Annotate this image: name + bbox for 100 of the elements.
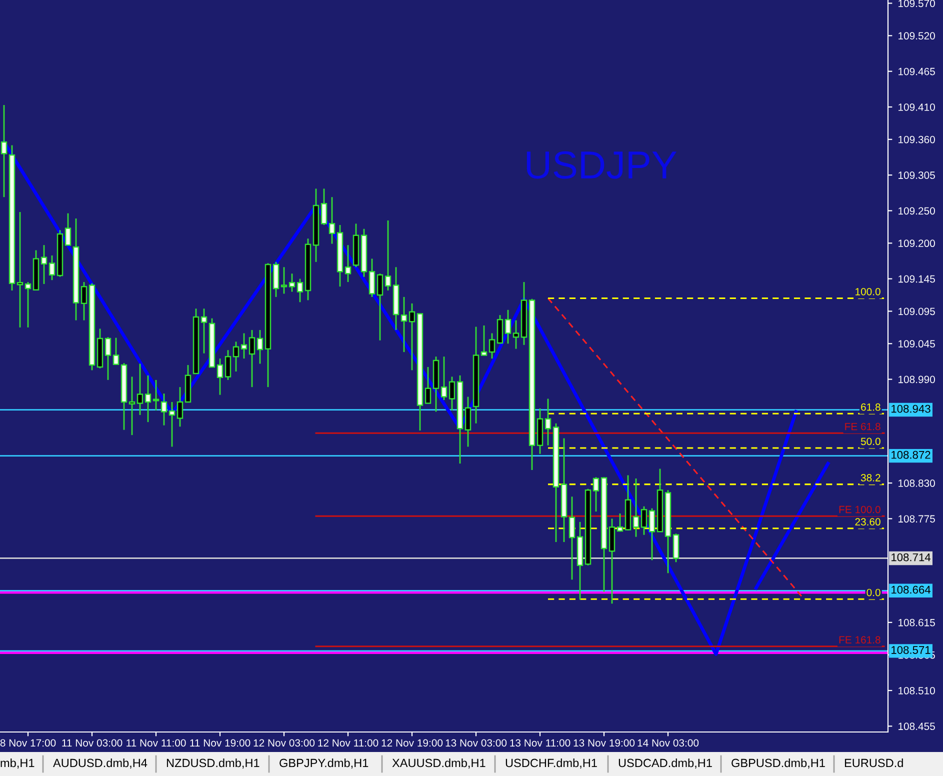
candlestick [608,518,616,604]
text: USDJPY [526,151,676,179]
candlestick [168,401,176,448]
candlestick [504,309,512,344]
y-tick-label: 109.410 [898,103,935,111]
candlestick [0,104,8,198]
candlestick [440,356,448,401]
candlestick [632,478,640,538]
text: GBPUSD.dmb,H1 [732,758,825,769]
candlestick [104,336,112,381]
candlestick [224,349,232,381]
y-tick-label: 109.145 [898,275,935,283]
candlestick [240,332,248,360]
candlestick [200,308,208,354]
x-tick-label: 12 Nov 03:00 [254,739,315,747]
candlestick [544,398,552,446]
series-label: FE 100.0 [839,506,880,514]
candlestick [648,508,656,561]
y-tick-label: 108.510 [898,687,935,694]
text: USDCAD.dmb,H1 [618,758,712,769]
x-tick-label: 12 Nov 11:00 [318,739,378,747]
series-label: 50.0 [860,438,880,446]
y-tick-label: 109.045 [898,340,935,348]
candlestick [136,363,144,416]
text: GBPJPY.dmb,H1 [280,758,368,769]
x-tick-label: 13 Nov 03:00 [446,739,507,747]
series-label: FE 161.8 [839,636,880,644]
x-tick-label: 13 Nov 11:00 [510,739,570,747]
y-tick-label: 109.250 [898,207,935,215]
candlestick [160,392,168,426]
series-label: 23.60 [855,518,880,526]
candlestick [256,329,264,364]
series-label: 0.0 [866,588,880,596]
candlestick [368,258,376,298]
y-tick-label: 109.305 [898,172,935,179]
candlestick [464,396,472,448]
candlestick [672,532,680,563]
series-label: FE 61.8 [845,422,880,430]
candlestick [344,244,352,283]
y-tick-label: 109.465 [898,68,935,76]
candlestick [424,366,432,404]
y-tick-label: 108.990 [898,376,935,384]
x-tick-label: 14 Nov 03:00 [638,739,699,747]
candlestick [384,220,392,292]
candlestick [48,254,56,281]
text: AUDUSD.dmb,H4 [53,758,148,769]
candlestick [408,302,416,371]
text: mb,H1 [0,758,34,769]
text: USDCHF.dmb,H1 [506,758,597,769]
series-label: 38.2 [860,474,880,482]
candlestick [448,376,456,412]
text: XAUUSD.dmb,H1 [392,758,486,769]
candlestick [280,266,288,294]
y-tick-label: 108.775 [898,515,935,523]
ref-line-label: 108.872 [892,450,930,459]
x-tick-label: 12 Nov 19:00 [382,739,443,747]
candlestick [488,332,496,360]
candlestick [144,374,152,423]
y-tick-label: 109.360 [898,136,935,144]
y-tick-label: 109.200 [898,240,935,248]
candlestick [40,244,48,285]
y-tick-label: 108.830 [898,480,935,487]
x-tick-label: 8 Nov 17:00 [0,739,56,747]
text: NZDUSD.dmb,H1 [166,758,260,769]
candlestick [296,278,304,303]
candlestick [16,211,24,328]
x-tick-label: 11 Nov 03:00 [62,739,122,747]
candlestick [152,379,160,412]
y-tick-label: 109.570 [898,0,935,8]
candlestick [216,358,224,396]
candlestick [232,340,240,372]
x-tick-label: 13 Nov 19:00 [574,739,635,747]
text: EURUSD.d [844,758,903,768]
y-tick-label: 108.455 [898,722,935,730]
candlestick [568,496,576,580]
series-label: 100.0 [856,288,880,296]
candlestick [480,324,488,356]
candlestick [80,281,88,321]
ref-line-label: 108.714 [892,553,931,562]
y-tick-label: 109.520 [898,32,935,40]
candlestick [128,376,136,436]
candlestick [320,188,328,226]
candlestick [512,320,520,350]
candlestick [248,329,256,388]
y-tick-label: 109.095 [898,308,935,316]
candlestick [24,281,32,328]
candlestick [176,386,184,428]
ref-line-label: 108.571 [892,646,930,654]
candlestick [288,272,296,292]
candlestick [272,261,280,298]
candlestick [112,337,120,366]
candlestick [400,296,408,353]
candlestick [328,196,336,244]
ref-line-label: 108.943 [892,404,930,413]
x-tick-label: 11 Nov 19:00 [190,739,250,747]
x-tick-label: 11 Nov 11:00 [126,739,186,747]
candlestick [376,272,384,342]
candlestick [496,314,504,344]
y-tick-label: 108.615 [898,618,935,626]
candlestick [640,506,648,536]
